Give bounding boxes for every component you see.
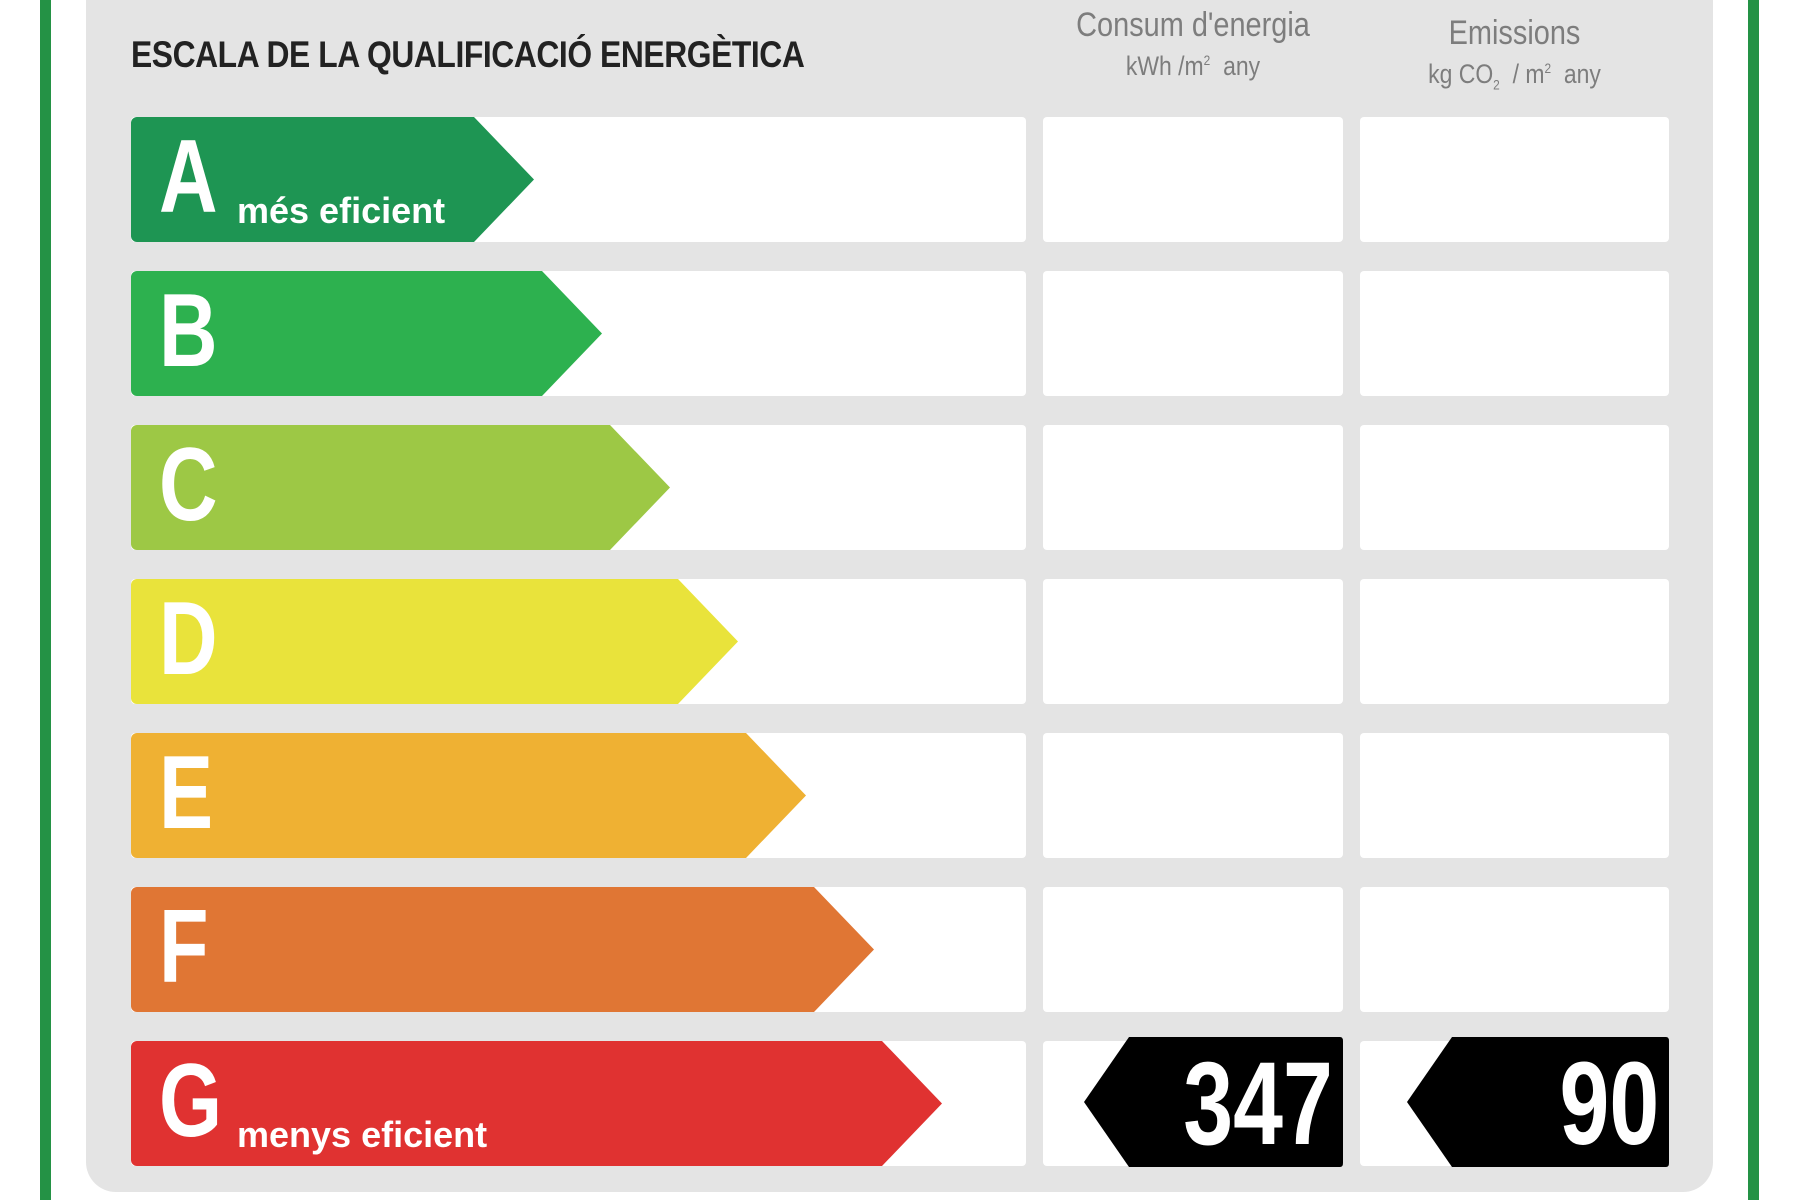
energy-value-cell <box>1043 425 1343 550</box>
emissions-column-title: Emissions <box>1448 14 1581 52</box>
frame-right-border <box>1748 0 1759 1200</box>
rating-arrow-e: E <box>131 733 806 858</box>
emissions-value-cell <box>1360 887 1669 1012</box>
rating-letter: A <box>159 119 218 235</box>
rating-arrow-d: D <box>131 579 738 704</box>
energy-column-header: Consum d'energia kWh /m2 any <box>1043 6 1343 82</box>
rating-arrow-c: C <box>131 425 670 550</box>
rating-row-f: F <box>131 887 1669 1012</box>
rating-letter: G <box>159 1043 223 1159</box>
emissions-column-header: Emissions kg CO2 / m2 any <box>1360 14 1669 92</box>
rating-letter: F <box>159 889 209 1005</box>
emissions-value-cell <box>1360 117 1669 242</box>
energy-column-unit: kWh /m2 any <box>1125 51 1261 81</box>
rating-letter: B <box>159 273 218 389</box>
emissions-value-cell <box>1360 579 1669 704</box>
rating-letter: C <box>159 427 218 543</box>
frame-left-border <box>40 0 51 1200</box>
energy-value-cell <box>1043 271 1343 396</box>
rating-row-e: E <box>131 733 1669 858</box>
emissions-value-cell <box>1360 425 1669 550</box>
page-title: ESCALA DE LA QUALIFICACIÓ ENERGÈTICA <box>131 34 805 75</box>
rating-letter: E <box>159 735 214 851</box>
energy-value-cell <box>1043 733 1343 858</box>
rating-arrow-f: F <box>131 887 874 1012</box>
rating-row-d: D <box>131 579 1669 704</box>
emissions-value-cell <box>1360 733 1669 858</box>
energy-result-badge: 347 <box>1084 1037 1343 1167</box>
emissions-result-badge: 90 <box>1407 1037 1669 1167</box>
energy-value-cell <box>1043 117 1343 242</box>
rating-letter: D <box>159 581 218 697</box>
energy-value-cell <box>1043 887 1343 1012</box>
energy-result-badge-value: 347 <box>1183 1038 1333 1170</box>
energy-value-cell <box>1043 579 1343 704</box>
emissions-column-unit: kg CO2 / m2 any <box>1428 59 1601 93</box>
emissions-value-cell <box>1360 271 1669 396</box>
rating-row-b: B <box>131 271 1669 396</box>
emissions-result-badge-shape <box>1407 1037 1669 1167</box>
rating-row-c: C <box>131 425 1669 550</box>
energy-result-badge-shape <box>1084 1037 1343 1167</box>
rating-label: més eficient <box>237 190 446 231</box>
rating-label: menys eficient <box>237 1114 488 1155</box>
emissions-result-badge-value: 90 <box>1559 1038 1659 1170</box>
energy-column-title: Consum d'energia <box>1076 6 1310 44</box>
rating-arrow-b: B <box>131 271 602 396</box>
